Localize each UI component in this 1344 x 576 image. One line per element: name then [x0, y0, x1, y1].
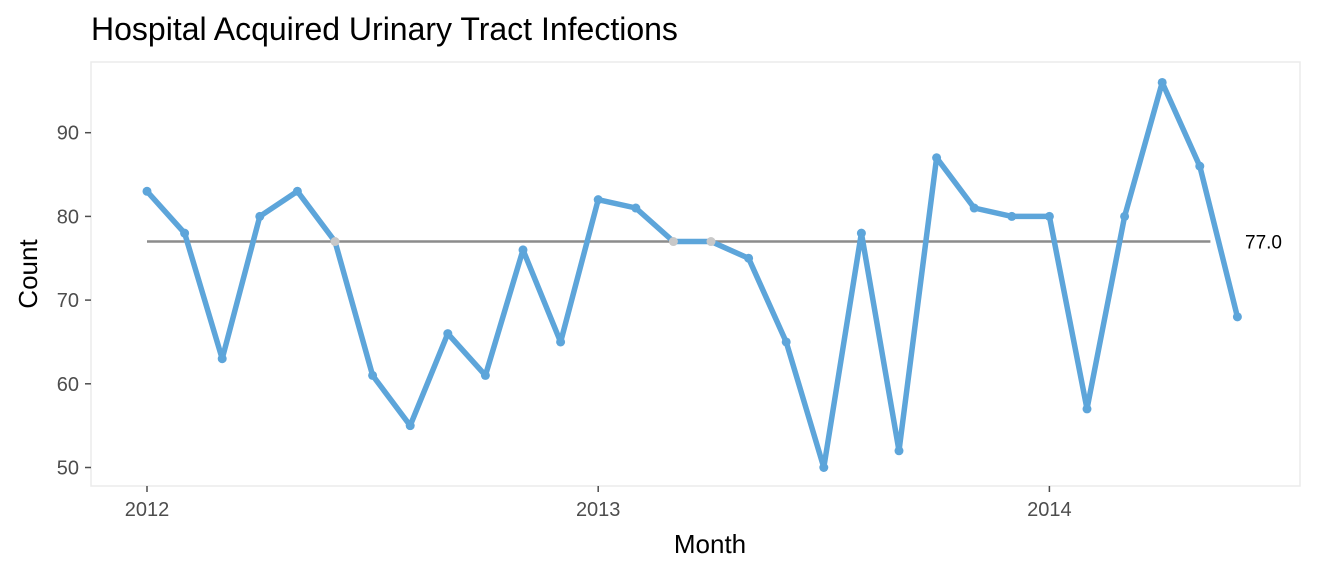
series-line — [144, 79, 1241, 471]
y-tick-label: 90 — [57, 123, 79, 145]
data-point — [368, 370, 378, 380]
data-point — [894, 446, 904, 456]
data-point — [292, 186, 302, 196]
data-point — [330, 237, 340, 247]
data-point — [932, 153, 942, 163]
data-point — [781, 337, 791, 347]
y-axis: 50 60 70 80 90 — [57, 123, 91, 480]
data-point — [1157, 77, 1167, 87]
x-tick-label: 2014 — [1027, 499, 1072, 521]
y-tick-label: 60 — [57, 374, 79, 396]
data-point — [856, 228, 866, 238]
data-point — [1232, 312, 1242, 322]
x-tick-label: 2012 — [125, 499, 170, 521]
plot-panel — [90, 61, 1301, 487]
y-tick-label: 80 — [57, 206, 79, 228]
data-point — [556, 337, 566, 347]
x-axis: 2012 2013 2014 — [125, 486, 1072, 521]
y-tick-label: 70 — [57, 290, 79, 312]
series-layer — [142, 77, 1242, 472]
data-point — [969, 203, 979, 213]
data-point — [1120, 211, 1130, 221]
data-point — [1082, 404, 1092, 414]
data-point — [1007, 211, 1017, 221]
data-point — [443, 329, 453, 339]
data-point — [255, 211, 265, 221]
data-point — [593, 195, 603, 205]
chart-title: Hospital Acquired Urinary Tract Infectio… — [91, 11, 678, 47]
x-tick-label: 2013 — [576, 499, 621, 521]
data-point — [405, 421, 415, 431]
data-point — [668, 237, 678, 247]
data-point — [217, 354, 227, 364]
data-point — [819, 463, 829, 472]
data-point — [744, 253, 754, 263]
center-line-label: 77.0 — [1245, 233, 1282, 254]
data-point — [706, 237, 716, 247]
data-point — [518, 245, 528, 255]
data-point — [631, 203, 641, 213]
data-point — [1044, 211, 1054, 221]
data-point — [142, 186, 152, 196]
y-axis-title: Count — [13, 239, 43, 309]
data-point — [1195, 161, 1205, 171]
data-point — [480, 370, 490, 380]
x-axis-title: Month — [674, 529, 746, 559]
data-point — [180, 228, 190, 238]
y-tick-label: 50 — [57, 458, 79, 480]
